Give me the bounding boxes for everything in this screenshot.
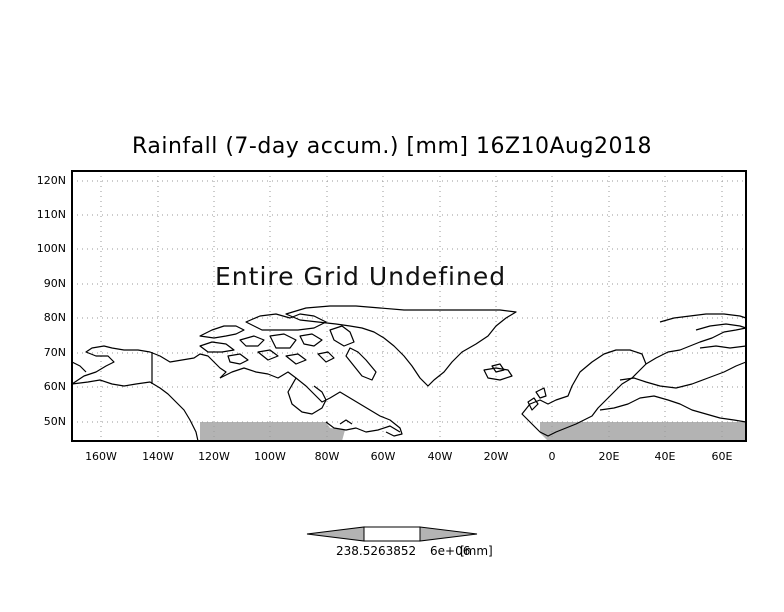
coastlines [71,305,747,442]
lon-label: 40W [427,450,453,463]
colorbar-value-label: 238.5263852 [336,544,417,558]
lon-label: 140W [142,450,174,463]
colorbar-left-arrow [306,526,365,542]
lat-label: 110N [36,208,66,221]
lon-label: 0 [548,450,556,463]
land-mask [200,422,746,441]
lon-label: 60E [711,450,733,463]
lon-label: 80W [314,450,340,463]
lon-label: 60W [370,450,396,463]
map-title: Rainfall (7-day accum.) [mm] 16Z10Aug201… [132,134,652,159]
undefined-grid-message: Entire Grid Undefined [215,262,507,291]
colorbar-segment [363,526,421,542]
lat-label: 90N [43,277,66,290]
lat-label: 120N [36,174,66,187]
lon-label: 100W [254,450,286,463]
lat-label: 50N [43,415,66,428]
lon-label: 20E [598,450,620,463]
lat-label: 80N [43,311,66,324]
colorbar-exponent-label: 6e+06 [430,544,471,558]
map-frame [71,170,747,442]
colorbar-right-arrow [419,526,478,542]
lon-label: 20W [483,450,509,463]
lon-label: 160W [85,450,117,463]
lon-label: 40E [654,450,676,463]
lon-label: 120W [198,450,230,463]
lat-label: 100N [36,242,66,255]
colorbar-unit-label: [mm] [460,544,493,558]
lat-label: 70N [43,346,66,359]
lat-label: 60N [43,380,66,393]
gridlines [72,171,746,441]
